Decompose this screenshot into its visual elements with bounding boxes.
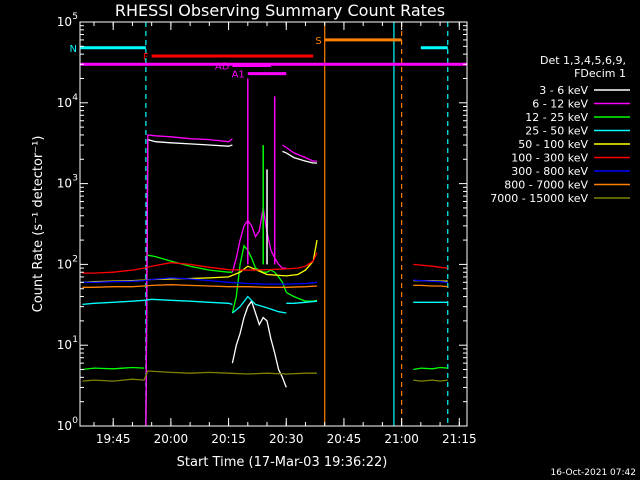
y-tick-exp-3: 3 [72,174,78,184]
flag-label-1: F [143,52,149,63]
series-line-3-0 [82,298,233,306]
y-tick-exp-2: 2 [72,254,78,264]
x-tick-label-3: 20:30 [269,432,304,446]
x-tick-label-4: 20:45 [327,432,362,446]
series-line-0-1 [231,299,287,388]
legend-label-5: 100 - 300 keV [511,152,588,165]
flag-label-4: A1 [232,70,245,81]
series-line-6-0 [82,277,318,285]
x-tick-label-0: 19:45 [96,432,131,446]
x-tick-label-5: 21:00 [384,432,419,446]
series-line-6-1 [413,279,448,283]
legend-label-7: 800 - 7000 keV [504,179,588,192]
data-layer [82,22,449,427]
series-line-3-2 [286,300,318,304]
generation-timestamp: 16-Oct-2021 07:42 [551,468,636,478]
series-line-1-2 [282,144,317,162]
series-line-1-0 [145,134,233,427]
plot-frame [79,21,468,427]
series-line-8-0 [82,370,317,382]
series-line-0-0 [145,138,233,427]
series-line-2-0 [82,366,145,371]
legend-label-1: 6 - 12 keV [532,98,588,111]
y-tick-exp-5: 5 [72,12,78,22]
legend-label-2: 12 - 25 keV [525,111,588,124]
legend-label-3: 25 - 50 keV [525,125,588,138]
y-tick-label-1: 10 [57,338,72,352]
flag-label-0: N [70,44,77,55]
x-tick-label-2: 20:15 [211,432,246,446]
series-line-3-1 [231,295,287,314]
y-tick-label-5: 10 [57,15,72,29]
series-line-7-0 [82,284,318,288]
series-line-0-2 [282,150,317,164]
legend-label-6: 300 - 800 keV [511,165,588,178]
y-tick-label-2: 10 [57,257,72,271]
y-tick-label-3: 10 [57,177,72,191]
flag-label-2: S [315,36,321,47]
x-axis-label: Start Time (17-Mar-03 19:36:22) [177,455,388,470]
legend-label-0: 3 - 6 keV [539,84,588,97]
legend-header-0: Det 1,3,4,5,6,9, [540,54,626,67]
x-tick-label-6: 21:15 [442,432,477,446]
series-line-2-1 [147,254,233,273]
legend-header-1: FDecim 1 [574,67,626,80]
series-line-5-1 [413,263,448,269]
series-line-1-1 [231,207,287,273]
series-line-2-4 [413,366,448,371]
series-line-8-1 [413,379,448,382]
y-tick-exp-1: 1 [72,335,78,345]
y-tick-exp-0: 0 [72,416,78,426]
series-line-7-1 [413,284,448,288]
y-tick-label-0: 10 [57,419,72,433]
x-tick-label-1: 20:00 [154,432,189,446]
y-tick-label-4: 10 [57,96,72,110]
chart-title: RHESSI Observing Summary Count Rates [115,1,445,20]
y-tick-exp-4: 4 [72,93,78,103]
legend-label-4: 50 - 100 keV [518,138,588,151]
y-axis-label: Count Rate (s⁻¹ detector⁻¹) [31,136,46,313]
series-line-5-0 [82,252,318,274]
legend-label-8: 7000 - 15000 keV [490,192,588,205]
flag-label-3: AD [215,61,230,72]
